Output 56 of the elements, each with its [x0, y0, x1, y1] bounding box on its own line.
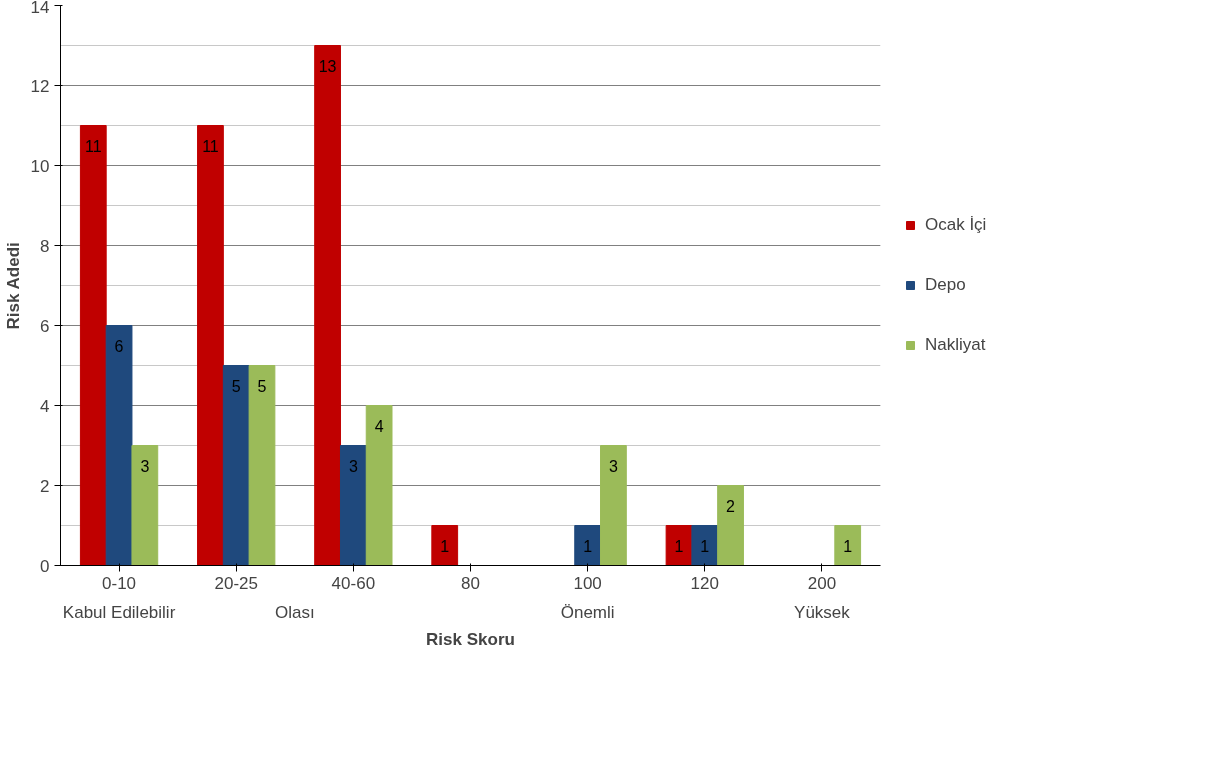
- bar: [248, 365, 276, 566]
- data-label: 13: [318, 57, 337, 75]
- bar: [79, 125, 107, 566]
- legend-label: Depo: [925, 275, 966, 295]
- bar: [339, 445, 367, 566]
- x-tick-label: 40-60: [331, 573, 376, 593]
- bar: [834, 525, 862, 566]
- y-tick-label: 2: [40, 476, 50, 496]
- y-tick-label: 10: [30, 156, 50, 176]
- text: Olası: [274, 602, 315, 622]
- legend-label: Nakliyat: [925, 335, 986, 355]
- bar: [131, 445, 159, 566]
- data-label: 11: [85, 137, 102, 155]
- data-label: 1: [440, 537, 450, 555]
- bar: [365, 405, 393, 566]
- x-tick-label: 100: [573, 573, 602, 593]
- text: Kabul Edilebilir: [62, 602, 176, 622]
- data-label: 5: [257, 377, 267, 395]
- data-label: 1: [700, 537, 710, 555]
- data-label: 6: [114, 337, 124, 355]
- legend-label: Ocak İçi: [925, 215, 987, 235]
- x-axis-title: Risk Skoru: [426, 629, 515, 649]
- bar: [222, 365, 250, 566]
- x-tick-label: 200: [807, 573, 837, 593]
- y-tick-label: 14: [30, 0, 50, 17]
- data-label: 3: [348, 457, 358, 475]
- x-tick-label: 0-10: [102, 573, 137, 593]
- y-tick-label: 4: [40, 396, 50, 416]
- x-tick-label: 20-25: [214, 573, 258, 593]
- data-label: 1: [674, 537, 684, 555]
- text: Yüksek: [794, 602, 851, 622]
- data-label: 1: [583, 537, 593, 555]
- y-tick-label: 6: [40, 316, 50, 336]
- bar: [665, 525, 693, 566]
- bar: [574, 525, 602, 566]
- bar: [105, 325, 133, 566]
- data-label: 4: [374, 417, 384, 435]
- bar: [197, 125, 224, 566]
- bar: [314, 45, 341, 566]
- bar: [691, 525, 719, 566]
- y-tick-label: 0: [40, 556, 50, 576]
- x-tick-label: 120: [690, 573, 719, 593]
- data-label: 3: [140, 457, 150, 475]
- data-label: 2: [726, 497, 736, 515]
- bar: [431, 525, 459, 566]
- x-tick-label: 80: [461, 573, 480, 593]
- data-label: 3: [608, 457, 618, 475]
- data-label: 11: [202, 137, 219, 155]
- data-label: 1: [843, 537, 853, 555]
- bar: [717, 485, 744, 566]
- text: Önemli: [560, 602, 615, 622]
- data-label: 5: [231, 377, 241, 395]
- y-axis-title: Risk Adedi: [3, 242, 23, 330]
- y-tick-label: 12: [30, 76, 50, 96]
- bar: [600, 445, 627, 566]
- y-tick-label: 8: [40, 236, 50, 256]
